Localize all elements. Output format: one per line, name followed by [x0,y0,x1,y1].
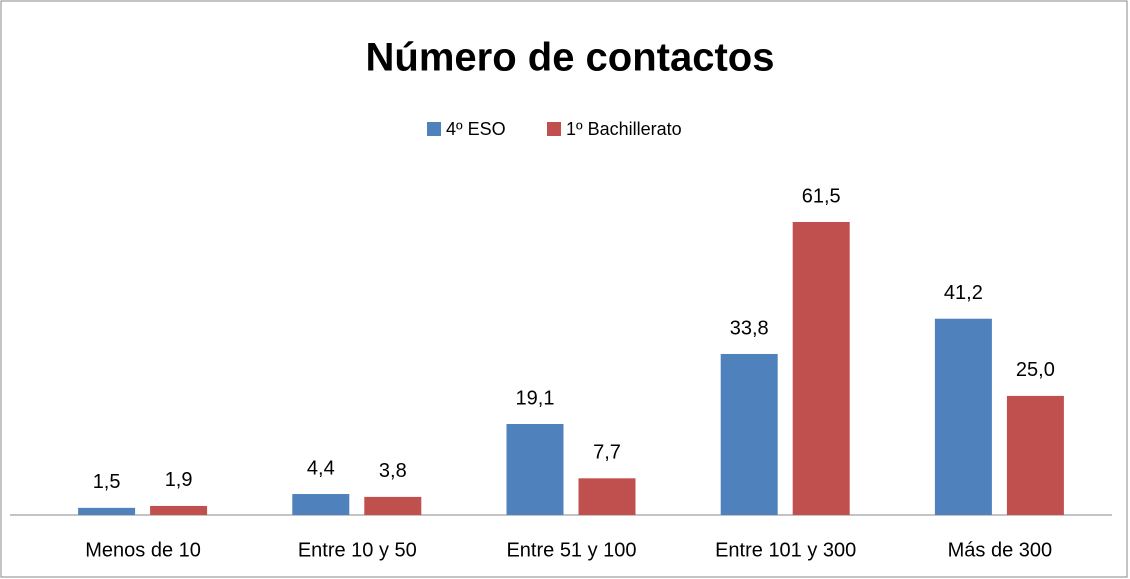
bar [78,507,136,515]
bar [792,222,850,515]
bar [934,318,992,515]
data-label: 41,2 [944,282,983,304]
bar [506,424,564,515]
legend-label: 4º ESO [446,119,506,139]
bar [1006,395,1064,515]
legend-swatch [427,122,441,136]
data-label: 1,5 [93,471,121,493]
data-label: 25,0 [1016,359,1055,381]
x-tick-label: Entre 51 y 100 [506,539,636,561]
bar [364,496,422,515]
bar [150,505,208,515]
legend-label: 1º Bachillerato [566,119,682,139]
legend-swatch [547,122,561,136]
data-label: 1,9 [165,469,193,491]
data-label: 19,1 [516,387,555,409]
chart-title: Número de contactos [366,36,775,80]
data-label: 7,7 [593,442,621,464]
bar [578,478,636,515]
bar [720,353,778,515]
x-tick-label: Menos de 10 [85,539,201,561]
bar [292,494,350,515]
data-label: 61,5 [802,185,841,207]
data-label: 4,4 [307,457,335,479]
data-label: 33,8 [730,317,769,339]
x-tick-label: Entre 101 y 300 [715,539,856,561]
data-label: 3,8 [379,460,407,482]
x-tick-label: Más de 300 [948,539,1053,561]
x-tick-label: Entre 10 y 50 [298,539,417,561]
